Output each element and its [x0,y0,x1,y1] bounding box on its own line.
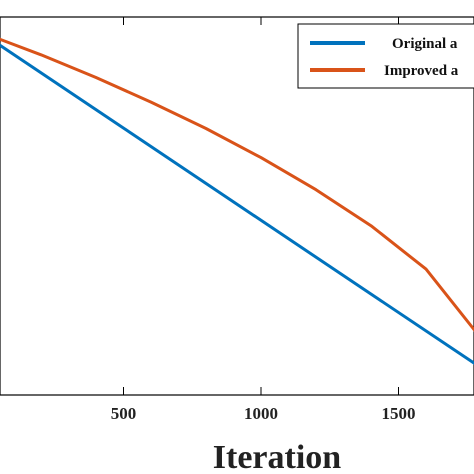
tick-labels: 500 1000 1500 [111,404,416,423]
series-line-original [0,43,474,365]
legend-label-improved: Improved a [384,63,459,79]
x-tick-label-1000: 1000 [244,404,278,423]
tick-marks [123,17,399,395]
x-tick-label-500: 500 [111,404,137,423]
legend-box [297,23,474,89]
legend-label-original: Original a [392,36,458,52]
legend: Original a Improved a [297,23,474,89]
series-line-improved [0,37,474,332]
x-axis-title: Iteration [213,439,342,474]
x-tick-label-1500: 1500 [382,404,416,423]
series-lines [0,37,474,365]
